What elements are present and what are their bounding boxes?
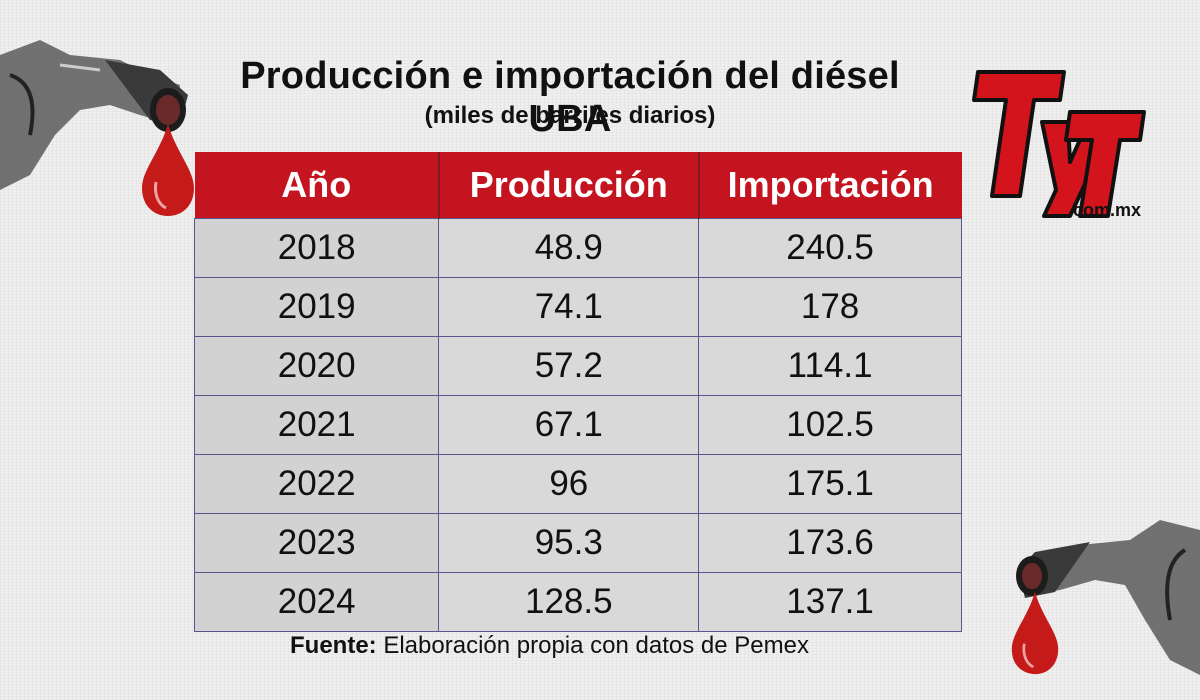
source-note: Fuente: Elaboración propia con datos de … xyxy=(290,632,809,660)
column-header-year: Año xyxy=(194,152,440,219)
chart-subtitle: (miles de barriles diarios) xyxy=(424,102,716,129)
table-row: 2023 95.3 173.6 xyxy=(193,513,962,573)
imports-cell: 175.1 xyxy=(698,454,962,514)
source-label: Fuente: xyxy=(290,632,377,659)
imports-cell: 173.6 xyxy=(698,513,962,573)
table-row: 2021 67.1 102.5 xyxy=(193,395,962,455)
data-table: Año Producción Importación 2018 48.9 240… xyxy=(193,152,962,632)
fuel-nozzle-icon xyxy=(0,40,188,190)
imports-cell: 114.1 xyxy=(698,336,962,396)
year-cell: 2021 xyxy=(193,395,440,455)
column-header-production: Producción xyxy=(438,152,700,219)
table-row: 2018 48.9 240.5 xyxy=(193,218,962,278)
year-cell: 2024 xyxy=(193,572,440,632)
oil-drop-icon xyxy=(142,124,194,216)
imports-cell: 102.5 xyxy=(698,395,962,455)
production-cell: 67.1 xyxy=(438,395,700,455)
source-text: Elaboración propia con datos de Pemex xyxy=(376,632,809,659)
production-cell: 57.2 xyxy=(438,336,700,396)
imports-cell: 137.1 xyxy=(698,572,962,632)
table-row: 2022 96 175.1 xyxy=(193,454,962,514)
year-cell: 2022 xyxy=(193,454,440,514)
year-cell: 2023 xyxy=(193,513,440,573)
production-cell: 95.3 xyxy=(438,513,700,573)
oil-drop-icon xyxy=(1011,591,1059,675)
chart-title: Producción e importación del diésel UBA xyxy=(240,55,900,140)
table-row: 2019 74.1 178 xyxy=(193,277,962,337)
fuel-nozzle-icon xyxy=(1016,520,1200,675)
production-cell: 128.5 xyxy=(438,572,700,632)
column-header-imports: Importación xyxy=(698,152,962,219)
production-cell: 96 xyxy=(438,454,700,514)
year-cell: 2020 xyxy=(193,336,440,396)
tyt-logo: .com.mx xyxy=(972,70,1146,220)
imports-cell: 178 xyxy=(698,277,962,337)
table-row: 2020 57.2 114.1 xyxy=(193,336,962,396)
imports-cell: 240.5 xyxy=(698,218,962,278)
header-row: Año Producción Importación xyxy=(194,152,962,219)
production-cell: 74.1 xyxy=(438,277,700,337)
year-cell: 2018 xyxy=(193,218,440,278)
logo-domain: .com.mx xyxy=(1068,200,1141,220)
table-row: 2024 128.5 137.1 xyxy=(193,572,962,632)
production-cell: 48.9 xyxy=(438,218,700,278)
year-cell: 2019 xyxy=(193,277,440,337)
